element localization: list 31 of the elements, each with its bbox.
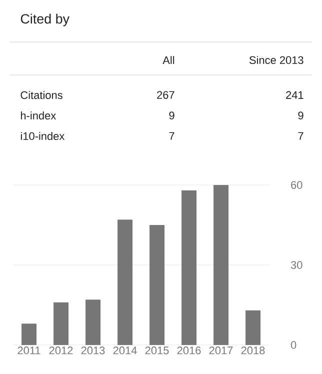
- bar: [214, 185, 228, 345]
- x-tick-label: 2014: [113, 346, 137, 354]
- y-tick-label: 30: [290, 261, 302, 269]
- text: 7: [298, 132, 304, 140]
- x-tick-label: 2012: [49, 346, 73, 354]
- x-tick-label: 2013: [81, 346, 105, 354]
- bar: [22, 324, 36, 345]
- x-tick-label: 2015: [145, 346, 169, 354]
- text: 241: [286, 91, 304, 99]
- text: i10-index: [20, 132, 65, 140]
- y-tick-label: 0: [290, 341, 296, 349]
- text: 7: [169, 132, 174, 140]
- bar: [246, 310, 260, 345]
- y-tick-label: 60: [291, 181, 302, 189]
- x-tick-label: 2011: [18, 346, 40, 354]
- text: Citations: [20, 90, 62, 100]
- x-tick-label: 2016: [177, 346, 201, 354]
- text: 9: [169, 112, 174, 120]
- text: 9: [298, 112, 304, 120]
- chart-title: Cited by: [20, 14, 70, 26]
- text: Since 2013: [249, 56, 304, 64]
- x-tick-label: 2017: [209, 346, 233, 354]
- bar: [150, 225, 164, 345]
- x-tick-label: 2018: [241, 346, 265, 354]
- text: h-index: [20, 111, 56, 120]
- bar: [86, 300, 100, 345]
- text: All: [162, 56, 174, 64]
- bar: [118, 220, 132, 345]
- text: 267: [157, 91, 174, 99]
- bar: [54, 302, 68, 345]
- bar: [182, 190, 196, 345]
